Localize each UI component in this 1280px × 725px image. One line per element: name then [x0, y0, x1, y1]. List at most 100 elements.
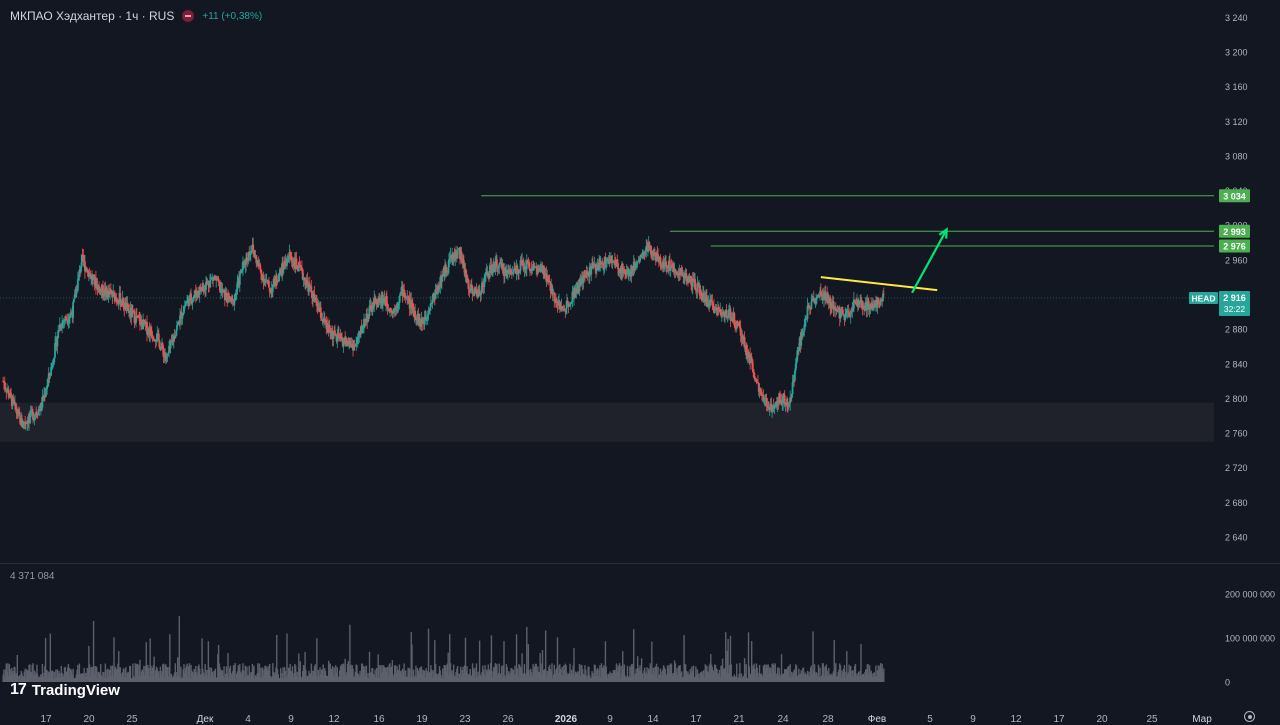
candle-body — [431, 299, 434, 304]
candle-body — [133, 311, 136, 323]
volume-bar — [416, 676, 418, 682]
volume-bar — [783, 673, 785, 682]
candle-body — [617, 269, 620, 273]
volume-bar — [870, 670, 872, 682]
volume-bar — [272, 663, 274, 682]
volume-bar — [115, 670, 118, 682]
candle-body — [371, 302, 374, 312]
candle-body — [749, 356, 752, 363]
candle-body — [834, 307, 837, 311]
volume-bar — [514, 665, 516, 682]
volume-bar — [781, 674, 784, 682]
volume-bar — [740, 673, 743, 682]
volume-bar — [542, 670, 545, 682]
candle-body — [398, 296, 401, 304]
volume-bar — [257, 663, 259, 682]
candle-body — [355, 343, 358, 347]
volume-bar — [248, 665, 250, 682]
volume-bar — [225, 666, 228, 682]
volume-bar — [758, 677, 760, 682]
volume-bar — [580, 664, 582, 682]
candle-body — [58, 330, 60, 332]
volume-bar — [658, 674, 661, 682]
volume-bar — [323, 675, 325, 682]
candle-body — [474, 287, 476, 294]
volume-bar — [721, 665, 723, 682]
candle-body — [516, 265, 519, 273]
volume-bar — [216, 677, 218, 682]
volume-bar — [699, 672, 702, 682]
candle-body — [75, 289, 78, 297]
candle-body — [32, 417, 35, 420]
volume-bar — [21, 672, 23, 682]
volume-bar — [629, 666, 631, 682]
volume-bar — [760, 673, 762, 682]
candle-body — [669, 260, 671, 271]
volume-bar — [468, 673, 471, 682]
candle-body — [368, 305, 371, 317]
candle-body — [774, 405, 777, 407]
volume-bar — [328, 663, 331, 682]
candle-body — [97, 285, 100, 291]
volume-bar — [231, 672, 233, 682]
volume-bar — [529, 669, 531, 682]
volume-bar — [340, 664, 342, 682]
tradingview-logo[interactable]: 17 TradingView — [10, 681, 120, 699]
candle-body — [115, 297, 118, 301]
candle-body — [253, 249, 255, 254]
volume-bar — [536, 670, 538, 682]
volume-bar — [868, 665, 871, 682]
volume-bar — [118, 667, 121, 682]
volume-bar — [460, 666, 462, 682]
volume-bar — [124, 669, 126, 682]
candle-body — [711, 301, 714, 306]
candle-body — [54, 343, 56, 358]
volume-bar — [857, 674, 859, 682]
volume-bar — [454, 675, 456, 682]
candle-body — [37, 409, 40, 416]
volume-bar — [102, 671, 104, 682]
gear-icon[interactable] — [1244, 711, 1255, 722]
volume-bar — [358, 676, 361, 682]
y-tick-label: 2 720 — [1225, 463, 1248, 473]
volume-bar — [802, 667, 805, 682]
volume-bar — [675, 672, 677, 682]
volume-bar — [304, 651, 306, 682]
candle-body — [241, 269, 244, 273]
candle-body — [613, 260, 616, 264]
volume-bar — [243, 677, 246, 682]
volume-bar — [601, 667, 603, 682]
volume-bar — [71, 674, 74, 682]
candle-body — [462, 260, 465, 268]
ticker-label: HEAD — [1191, 293, 1215, 303]
volume-bar — [629, 677, 632, 682]
volume-bar — [873, 672, 876, 682]
volume-bar — [791, 675, 794, 682]
candle-body — [209, 280, 211, 288]
volume-bar — [29, 671, 32, 682]
volume-bar — [342, 663, 344, 682]
volume-bar — [227, 653, 229, 682]
candle-body — [727, 309, 730, 318]
volume-bar — [422, 669, 424, 682]
candle-body — [126, 303, 129, 305]
volume-bar — [862, 673, 865, 682]
volume-bar — [119, 667, 121, 682]
candle-body — [95, 277, 97, 289]
volume-bar — [801, 674, 803, 682]
volume-bar — [534, 663, 537, 682]
last-price-label: 2 916 — [1223, 293, 1246, 303]
last-price-tag — [1219, 290, 1250, 316]
volume-bar — [435, 673, 438, 682]
volume-bar — [9, 669, 11, 682]
candle-body — [117, 302, 120, 304]
y-tick-label: 2 800 — [1225, 394, 1248, 404]
symbol-title[interactable]: МКПАО Хэдхантер · 1ч · RUS — [10, 9, 175, 23]
volume-bar — [868, 674, 870, 682]
volume-bar — [592, 673, 594, 682]
candle-body — [448, 257, 451, 260]
volume-bar — [636, 656, 639, 682]
volume-bar — [459, 674, 461, 682]
candle-body — [82, 255, 85, 263]
